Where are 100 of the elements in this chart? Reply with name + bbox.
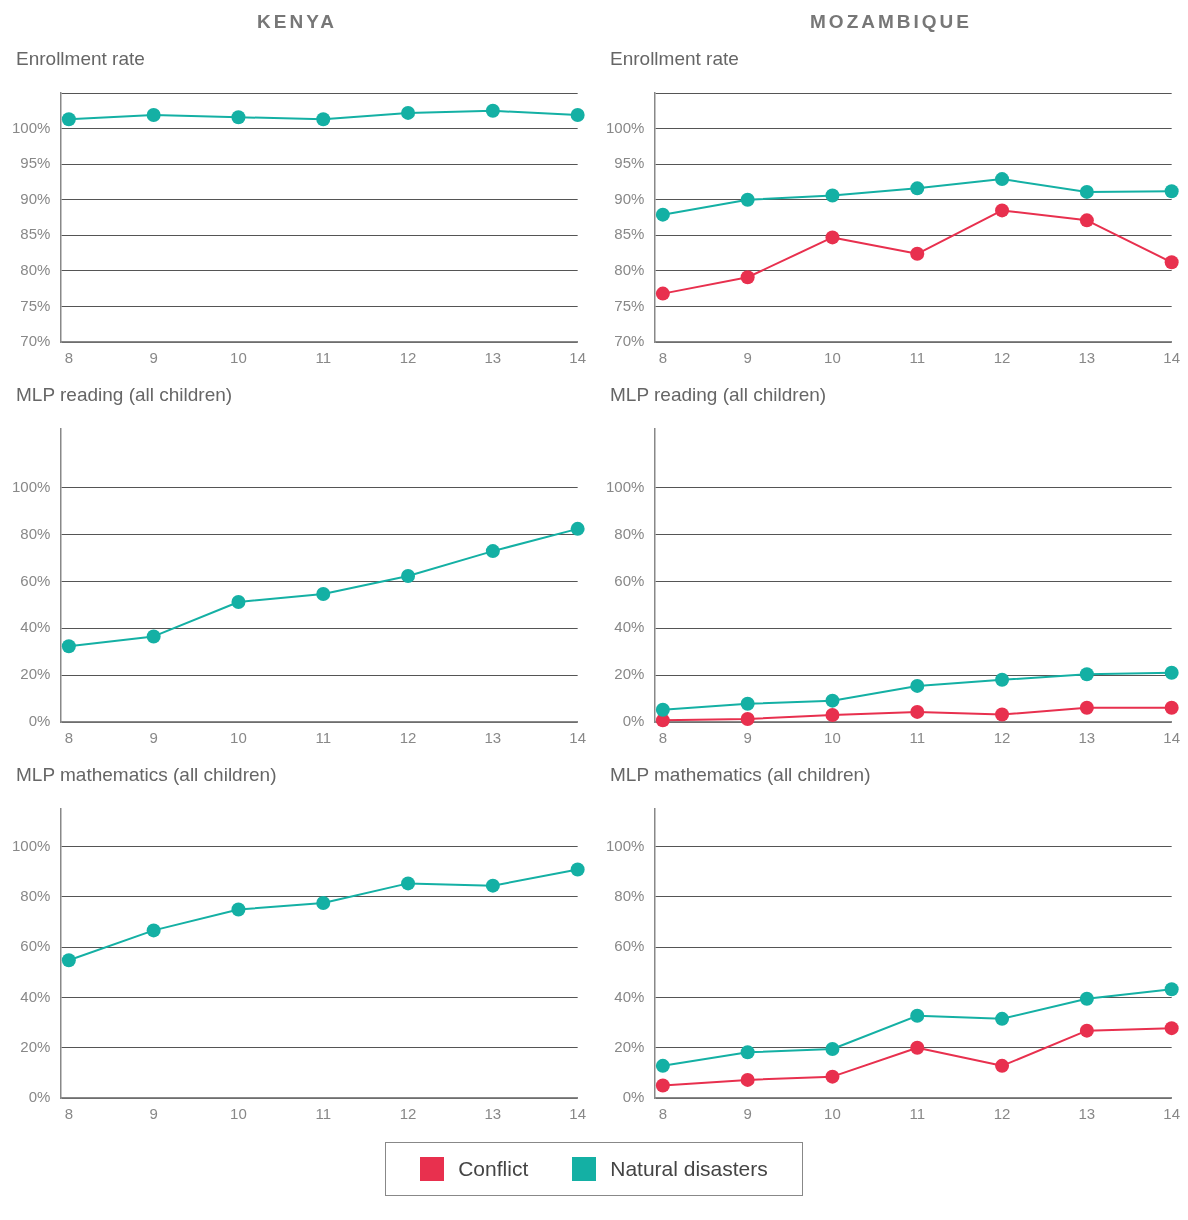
- x-tick-label: 12: [399, 729, 417, 747]
- y-tick-label: 20%: [614, 665, 645, 683]
- point: [1079, 700, 1094, 715]
- y-tick-label: 40%: [614, 987, 645, 1005]
- y-tick-label: 85%: [20, 225, 51, 243]
- point: [910, 1008, 925, 1023]
- point: [910, 678, 925, 693]
- x-tick-label: 12: [399, 349, 417, 367]
- y-tick-label: 100%: [605, 477, 645, 495]
- x-tick-label: 11: [315, 349, 332, 367]
- point: [655, 1058, 670, 1073]
- point: [825, 230, 840, 245]
- point: [146, 629, 161, 644]
- y-tick-label: 0%: [622, 1088, 645, 1106]
- y-tick-label: 40%: [20, 987, 51, 1005]
- point: [316, 895, 331, 910]
- point: [401, 568, 416, 583]
- y-tick-label: 0%: [28, 712, 51, 730]
- chart-title: MLP reading (all children): [15, 383, 234, 407]
- y-tick-label: 75%: [20, 296, 51, 314]
- x-tick-label: 8: [64, 1105, 74, 1123]
- x-tick-label: 12: [399, 1105, 417, 1123]
- y-tick-label: 0%: [622, 712, 645, 730]
- point: [231, 594, 246, 609]
- y-tick-label: 20%: [614, 1037, 645, 1055]
- y-tick-label: 100%: [11, 118, 51, 136]
- x-tick-label: 11: [315, 729, 332, 747]
- point: [995, 203, 1010, 218]
- x-tick-label: 14: [1163, 349, 1180, 367]
- y-tick-label: 60%: [614, 937, 645, 955]
- chart-subtitle: KENYA: [256, 10, 338, 34]
- chart-title: Enrollment rate: [15, 47, 146, 71]
- y-tick-label: 100%: [11, 477, 51, 495]
- point: [1079, 184, 1094, 199]
- point: [1164, 255, 1179, 270]
- point: [740, 696, 755, 711]
- point: [655, 286, 670, 301]
- x-tick-label: 11: [909, 1105, 926, 1123]
- x-tick-label: 8: [658, 729, 668, 747]
- x-tick-label: 12: [993, 349, 1011, 367]
- x-tick-label: 13: [1078, 729, 1096, 747]
- x-tick-label: 9: [149, 1105, 158, 1123]
- point: [485, 878, 500, 893]
- chart-title: MLP mathematics (all children): [15, 763, 278, 787]
- y-tick-label: 80%: [20, 887, 51, 905]
- x-tick-label: 12: [993, 729, 1011, 747]
- x-tick-label: 9: [743, 1105, 752, 1123]
- point: [825, 1069, 840, 1084]
- chart-subtitle: MOZAMBIQUE: [809, 10, 973, 34]
- point: [1079, 213, 1094, 228]
- y-tick-label: 20%: [20, 665, 51, 683]
- x-tick-label: 11: [909, 729, 926, 747]
- x-tick-label: 10: [824, 1105, 841, 1123]
- point: [316, 587, 331, 602]
- x-tick-label: 12: [993, 1105, 1011, 1123]
- point: [1164, 1021, 1179, 1036]
- point: [1079, 667, 1094, 682]
- point: [485, 544, 500, 559]
- x-tick-label: 10: [230, 1105, 247, 1123]
- y-tick-label: 60%: [614, 571, 645, 589]
- point: [740, 270, 755, 285]
- y-tick-label: 40%: [614, 618, 645, 636]
- y-tick-label: 80%: [614, 261, 645, 278]
- x-tick-label: 8: [64, 729, 74, 747]
- point: [655, 702, 670, 717]
- point: [231, 902, 246, 917]
- y-tick-label: 70%: [20, 332, 51, 350]
- x-tick-label: 10: [230, 349, 247, 367]
- x-tick-label: 14: [1163, 729, 1180, 747]
- x-tick-label: 8: [64, 349, 74, 367]
- x-tick-label: 13: [1078, 1105, 1096, 1123]
- x-tick-label: 11: [909, 349, 926, 367]
- legend-label: Natural disasters: [610, 1157, 768, 1181]
- y-tick-label: 100%: [11, 836, 51, 854]
- y-tick-label: 60%: [20, 937, 51, 955]
- y-tick-label: 80%: [614, 524, 645, 542]
- x-tick-label: 13: [1078, 349, 1096, 367]
- x-tick-label: 10: [824, 349, 841, 367]
- x-tick-label: 14: [1163, 1105, 1180, 1123]
- y-tick-label: 95%: [614, 154, 645, 172]
- x-tick-label: 14: [569, 729, 586, 747]
- point: [995, 672, 1010, 687]
- x-tick-label: 10: [230, 729, 247, 747]
- y-tick-label: 60%: [20, 571, 51, 589]
- x-tick-label: 8: [658, 1105, 668, 1123]
- point: [1079, 991, 1094, 1006]
- point: [1164, 184, 1179, 199]
- point: [401, 876, 416, 891]
- point: [61, 639, 76, 654]
- y-tick-label: 20%: [20, 1037, 51, 1055]
- x-tick-label: 9: [149, 729, 158, 747]
- point: [740, 711, 755, 726]
- point: [995, 707, 1010, 722]
- x-tick-label: 13: [484, 349, 502, 367]
- point: [1164, 982, 1179, 997]
- y-tick-label: 90%: [614, 189, 645, 207]
- y-tick-label: 100%: [605, 118, 645, 136]
- point: [1164, 665, 1179, 680]
- x-tick-label: 14: [569, 1105, 586, 1123]
- x-tick-label: 10: [824, 729, 841, 747]
